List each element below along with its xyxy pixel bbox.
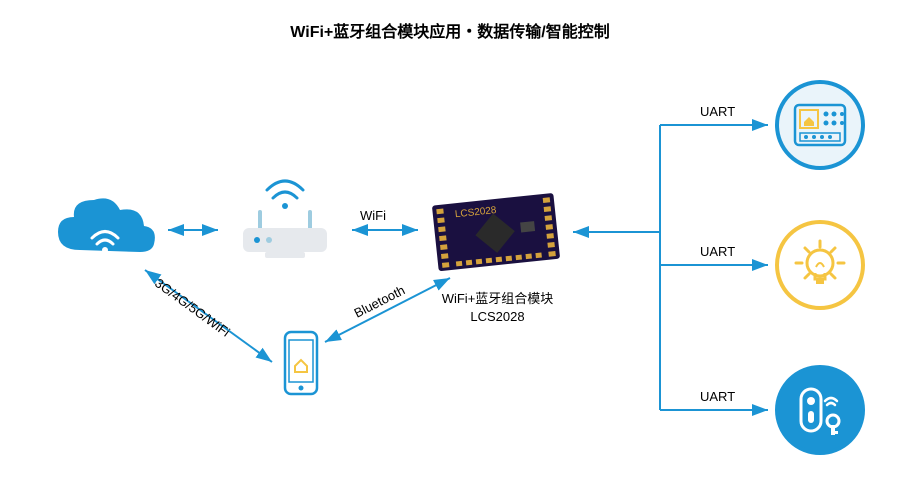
router-node <box>225 160 345 270</box>
phone-node <box>280 330 322 400</box>
module-caption: WiFi+蓝牙组合模块 LCS2028 <box>425 290 570 326</box>
module-node: LCS2028 <box>425 185 570 280</box>
cloud-node <box>50 190 160 270</box>
diagram-title: WiFi+蓝牙组合模块应用・数据传输/智能控制 <box>0 18 900 42</box>
panel-node <box>775 80 865 170</box>
module-caption-line1: WiFi+蓝牙组合模块 <box>425 290 570 308</box>
lock-node <box>775 365 865 455</box>
edge-label-uart-1: UART <box>700 104 735 119</box>
edge-label-wifi: WiFi <box>360 208 386 223</box>
edge-label-uart-3: UART <box>700 389 735 404</box>
module-caption-line2: LCS2028 <box>425 308 570 326</box>
bulb-node <box>775 220 865 310</box>
edge-label-uart-2: UART <box>700 244 735 259</box>
